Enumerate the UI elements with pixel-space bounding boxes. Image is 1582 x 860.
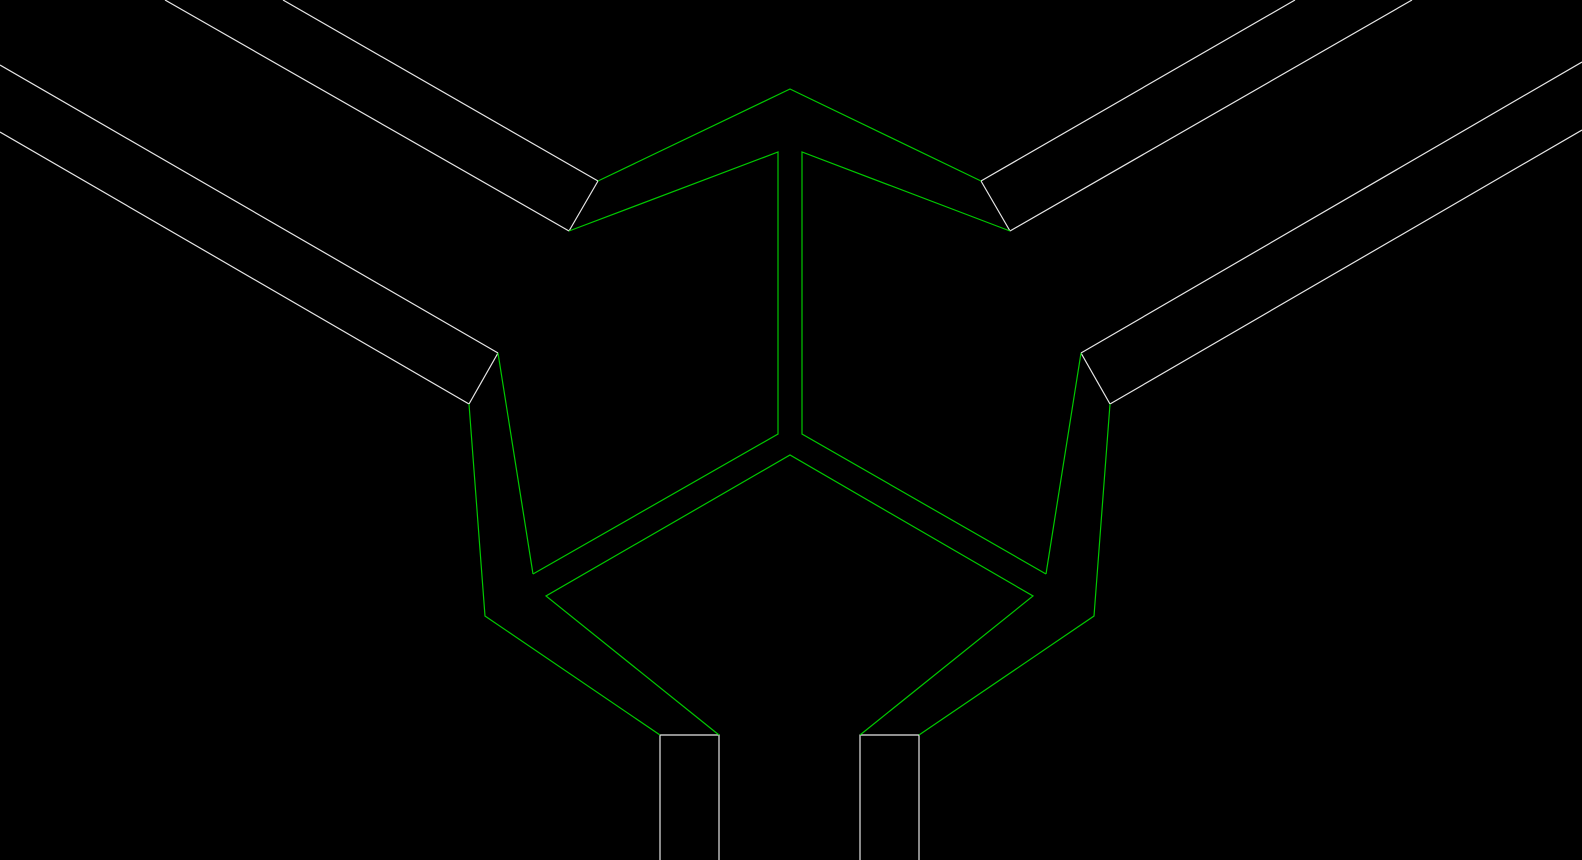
- upper-left-inner-branch-cap: [568, 180, 599, 232]
- upper-right-inner-branch-cap: [980, 180, 1011, 232]
- hub-top-right-inner-edge: [801, 151, 1047, 575]
- junction-hub-group: [468, 88, 1111, 736]
- upper-left-outer-branch-top-edge: [0, 64, 499, 354]
- upper-left-inner-branch-top-edge: [282, 0, 599, 182]
- upper-right-inner-branch-bottom-edge: [1009, 0, 1413, 232]
- hub-inner-diamond: [544, 454, 1035, 736]
- upper-left-outer-branch-bottom-edge: [0, 131, 470, 405]
- upper-left-outer-branch-cap: [468, 352, 499, 405]
- upper-right-outer-branch-bottom-edge: [1109, 129, 1582, 405]
- upper-left-inner-branch-bottom-edge: [164, 0, 570, 232]
- bottom-right-stem: [859, 734, 920, 860]
- hub-left-outer-wall: [497, 352, 534, 575]
- hub-right-outer-lower-wall: [918, 403, 1111, 736]
- upper-right-outer-branch-cap: [1080, 352, 1111, 405]
- hub-top-left-inner-edge: [532, 151, 779, 575]
- hub-top-chevron-outer: [597, 88, 982, 182]
- hub-right-outer-wall: [1045, 352, 1082, 575]
- upper-right-outer-branch-top-edge: [1080, 61, 1582, 354]
- hub-left-outer-lower-wall: [468, 403, 661, 736]
- bottom-left-stem: [659, 734, 720, 860]
- upper-right-inner-branch-top-edge: [980, 0, 1296, 182]
